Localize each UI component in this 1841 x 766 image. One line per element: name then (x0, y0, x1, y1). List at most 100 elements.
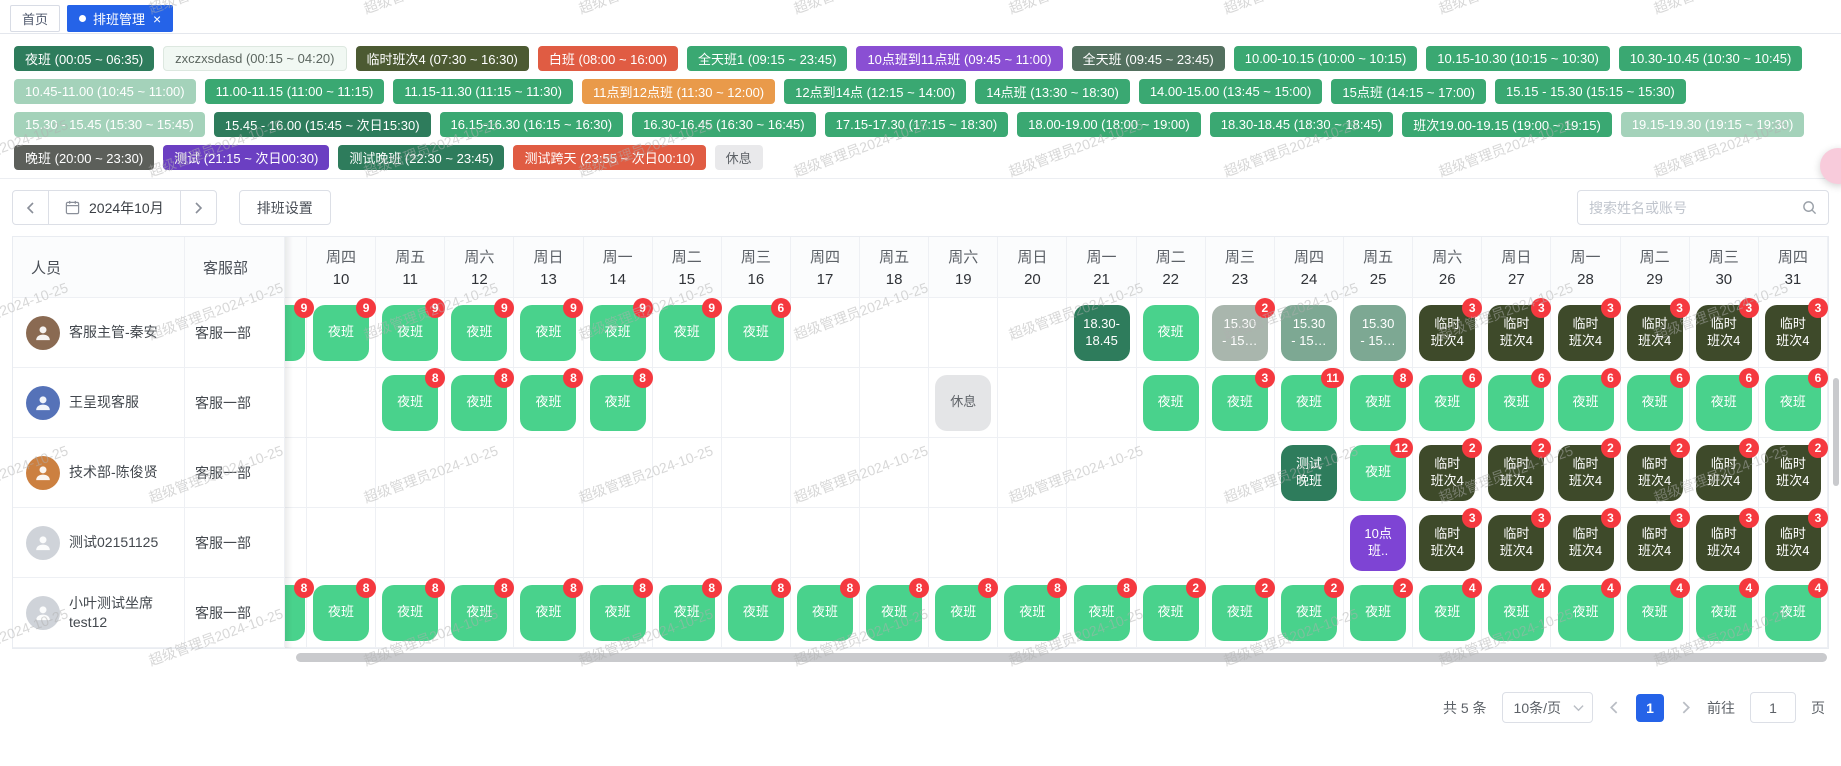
day-cell[interactable] (1067, 438, 1137, 508)
close-tab-icon[interactable]: × (153, 10, 162, 27)
day-cell[interactable] (721, 508, 791, 578)
shift-chip[interactable]: 夜班 8 (727, 577, 791, 641)
day-cell[interactable] (1205, 508, 1275, 578)
shift-chip[interactable]: 临时 班次4 2 (1419, 437, 1483, 501)
floating-action-button[interactable] (1820, 148, 1841, 184)
day-cell[interactable] (929, 508, 999, 578)
person-cell[interactable]: 客服主管-秦安 (13, 298, 185, 368)
day-cell[interactable] (860, 368, 930, 438)
shift-chip[interactable]: 夜班 8 (451, 577, 515, 641)
day-cell[interactable] (860, 438, 930, 508)
day-cell[interactable]: 夜班 8 (998, 577, 1068, 648)
day-cell[interactable]: 临时 班次4 3 (1689, 507, 1759, 578)
shift-chip[interactable]: 夜班 6 (1764, 367, 1828, 431)
day-cell[interactable] (376, 508, 446, 578)
day-cell[interactable]: 临时 班次4 2 (1620, 437, 1690, 508)
day-cell[interactable]: 夜班 6 (1689, 367, 1759, 438)
day-cell[interactable]: 临时 班次4 2 (1482, 437, 1552, 508)
day-cell[interactable]: 15.30- 15… 2 (1205, 297, 1275, 368)
shift-chip[interactable]: 临时 班次4 3 (1695, 297, 1759, 361)
shift-chip[interactable]: 夜班 8 (313, 577, 377, 641)
day-cell[interactable] (721, 438, 791, 508)
day-cell[interactable]: 临时 班次4 3 (1758, 507, 1828, 578)
day-cell[interactable] (1136, 438, 1206, 508)
day-cell[interactable]: 夜班 8 (514, 367, 584, 438)
day-cell[interactable] (307, 368, 377, 438)
day-cell[interactable]: 夜班 8 (790, 577, 861, 648)
shift-chip[interactable]: 夜班 8 (1350, 367, 1414, 431)
day-cell[interactable]: 临时 班次4 3 (1413, 507, 1483, 578)
day-cell[interactable]: 夜班 6 (1482, 367, 1552, 438)
day-cell[interactable]: 临时 班次4 2 (1413, 437, 1483, 508)
day-cell[interactable] (652, 438, 722, 508)
day-cell[interactable]: 夜班 8 (1067, 577, 1137, 648)
day-cell[interactable] (998, 508, 1068, 578)
shift-chip[interactable]: 夜班 4 (1557, 577, 1621, 641)
day-cell[interactable]: 夜班 6 (1620, 367, 1690, 438)
day-cell[interactable] (445, 438, 515, 508)
day-cell[interactable]: 夜班 8 (307, 577, 377, 648)
day-cell[interactable] (583, 438, 653, 508)
shift-chip[interactable]: 15.30- 15… (1350, 304, 1407, 361)
shift-chip[interactable]: 临时 班次4 3 (1557, 297, 1621, 361)
day-cell[interactable]: 夜班 8 (376, 367, 446, 438)
person-cell[interactable]: 小叶测试坐席test12 (13, 578, 185, 648)
day-cell[interactable]: 测试 晚班 (1274, 438, 1345, 508)
goto-page-input[interactable] (1750, 692, 1796, 723)
day-cell[interactable]: 夜班 9 (652, 297, 722, 368)
day-cell[interactable]: 夜班 12 (1344, 437, 1414, 508)
day-cell[interactable]: 临时 班次4 2 (1758, 437, 1828, 508)
day-cell[interactable]: 夜班 8 (860, 577, 930, 648)
day-cell[interactable] (1274, 508, 1345, 578)
shift-chip[interactable]: 18.30- 18.45 (1073, 304, 1130, 361)
shift-chip[interactable]: 夜班 9 (382, 297, 446, 361)
shift-chip[interactable]: 测试 晚班 (1280, 444, 1337, 501)
shift-chip[interactable]: 临时 班次4 3 (1488, 297, 1552, 361)
day-cell[interactable] (929, 298, 999, 368)
shift-chip[interactable]: 夜班 8 (935, 577, 999, 641)
day-cell[interactable]: 临时 班次4 3 (1482, 297, 1552, 368)
day-cell[interactable]: 夜班 8 (445, 577, 515, 648)
day-cell[interactable] (1067, 508, 1137, 578)
shift-chip[interactable]: 夜班 6 (1419, 367, 1483, 431)
shift-chip[interactable]: 夜班 9 (658, 297, 722, 361)
person-cell[interactable]: 测试02151125 (13, 508, 185, 578)
day-cell[interactable]: 夜班 3 (1205, 367, 1275, 438)
shift-chip[interactable] (285, 585, 305, 641)
shift-chip[interactable]: 夜班 9 (451, 297, 515, 361)
shift-chip[interactable]: 夜班 8 (382, 577, 446, 641)
page-number-button[interactable]: 1 (1636, 693, 1664, 722)
shift-chip[interactable]: 夜班 8 (797, 577, 861, 641)
shift-chip[interactable]: 夜班 6 (1557, 367, 1621, 431)
shift-chip[interactable]: 15.30- 15… (1280, 304, 1337, 361)
day-cell[interactable]: 10点 班.. (1344, 508, 1414, 578)
day-cell[interactable] (514, 438, 584, 508)
day-cell[interactable]: 临时 班次4 3 (1689, 297, 1759, 368)
day-cell[interactable]: 临时 班次4 3 (1551, 507, 1621, 578)
day-cell[interactable]: 夜班 4 (1551, 577, 1621, 648)
shift-chip[interactable]: 临时 班次4 2 (1695, 437, 1759, 501)
day-cell[interactable]: 夜班 2 (1136, 577, 1206, 648)
day-cell[interactable]: 夜班 4 (1689, 577, 1759, 648)
day-cell[interactable]: 15.30- 15… (1274, 298, 1345, 368)
shift-chip[interactable]: 15.30- 15… 2 (1211, 297, 1275, 361)
shift-chip[interactable]: 夜班 6 (727, 297, 791, 361)
day-cell[interactable]: 夜班 4 (1482, 577, 1552, 648)
day-cell[interactable]: 夜班 6 (1551, 367, 1621, 438)
day-cell[interactable] (998, 298, 1068, 368)
tab-home[interactable]: 首页 (10, 5, 61, 32)
day-cell[interactable]: 夜班 4 (1413, 577, 1483, 648)
shift-chip[interactable]: 夜班 (1142, 374, 1199, 431)
day-cell[interactable]: 临时 班次4 3 (1620, 297, 1690, 368)
shift-chip[interactable]: 夜班 2 (1350, 577, 1414, 641)
shift-chip[interactable]: 夜班 12 (1350, 437, 1414, 501)
day-cell[interactable] (1205, 438, 1275, 508)
shift-chip[interactable]: 临时 班次4 2 (1764, 437, 1828, 501)
shift-chip[interactable]: 夜班 2 (1280, 577, 1344, 641)
person-cell[interactable]: 技术部-陈俊贤 (13, 438, 185, 508)
vertical-scrollbar[interactable] (1833, 378, 1839, 486)
shift-chip[interactable]: 夜班 4 (1488, 577, 1552, 641)
day-cell[interactable] (583, 508, 653, 578)
day-cell[interactable]: 夜班 8 (583, 577, 653, 648)
day-cell[interactable] (998, 438, 1068, 508)
